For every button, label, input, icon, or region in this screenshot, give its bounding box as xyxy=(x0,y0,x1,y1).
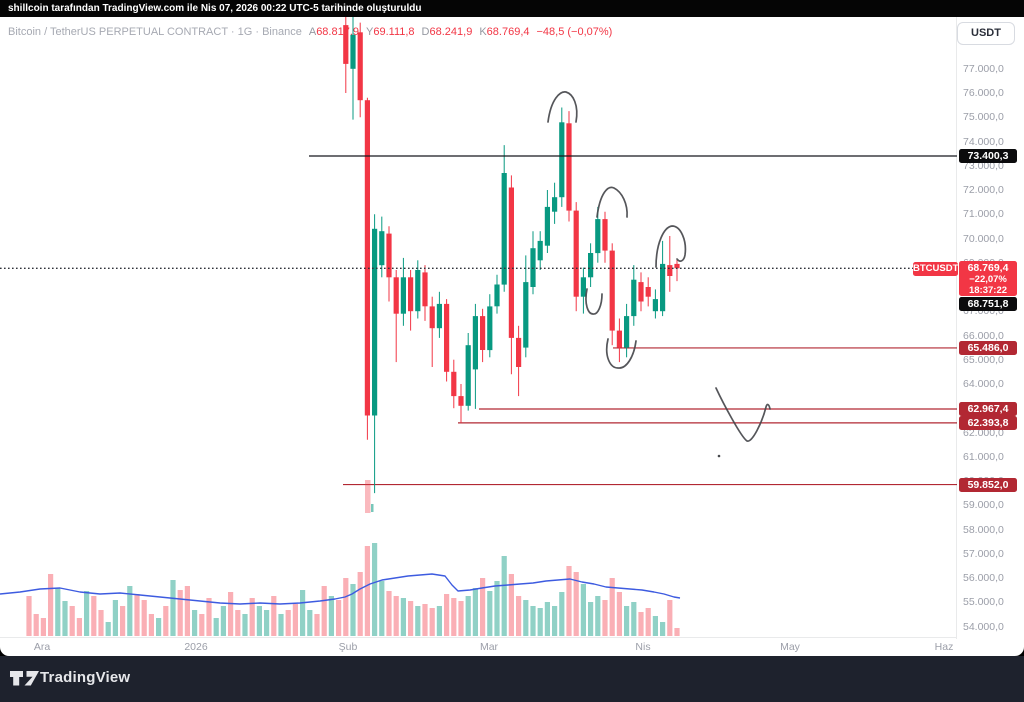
time-axis-label: Şub xyxy=(338,641,358,653)
price-axis-label: 58.000,0 xyxy=(963,523,1004,536)
symbol-title: Bitcoin / TetherUS PERPETUAL CONTRACT · … xyxy=(8,26,302,38)
arch-over-peak-1 xyxy=(547,91,578,123)
axis-separator-vertical xyxy=(956,17,957,639)
attribution-bar: shillcoin tarafından TradingView.com ile… xyxy=(0,0,1024,17)
price-axis-label: 76.000,0 xyxy=(963,87,1004,99)
price-tag: 73.400,3 xyxy=(959,149,1017,163)
price-axis-label: 66.000,0 xyxy=(963,329,1004,342)
price-axis-label: 59.000,0 xyxy=(963,499,1004,512)
attribution-text: shillcoin tarafından TradingView.com ile… xyxy=(8,3,422,14)
footer-bar: TradingView xyxy=(0,656,1024,702)
ohlc-pair: Y69.111,8 xyxy=(366,26,415,38)
currency-toggle-button[interactable]: USDT xyxy=(957,22,1015,45)
cup-large xyxy=(605,338,637,369)
price-tag: 68.751,8 xyxy=(959,297,1017,311)
tradingview-logo-icon[interactable] xyxy=(10,670,40,687)
last-price-tag: 68.769,4 −22,07% 18:37:22 xyxy=(959,260,1017,296)
price-axis-label: 64.000,0 xyxy=(963,378,1004,390)
change-value: −48,5 (−0,07%) xyxy=(536,26,613,38)
last-price-change: −22,07% xyxy=(969,273,1007,285)
time-axis-label: May xyxy=(780,641,800,653)
price-axis-label: 72.000,0 xyxy=(963,184,1004,196)
bar-countdown: 18:37:22 xyxy=(968,284,1008,296)
price-axis-label: 65.000,0 xyxy=(963,353,1004,366)
price-chart-canvas[interactable] xyxy=(0,17,1024,656)
chart-container[interactable]: Bitcoin / TetherUS PERPETUAL CONTRACT · … xyxy=(0,17,1024,656)
time-axis-label: 2026 xyxy=(184,641,208,653)
time-axis-label: Haz xyxy=(934,641,954,653)
price-axis-label: 71.000,0 xyxy=(963,208,1004,221)
cup-small xyxy=(585,288,603,315)
price-tag: 59.852,0 xyxy=(959,477,1017,492)
axis-separator-horizontal xyxy=(0,637,956,638)
price-tag: 65.486,0 xyxy=(959,340,1017,355)
v-check xyxy=(715,387,771,442)
ohlc-pair: D68.241,9 xyxy=(421,26,473,38)
symbol-header: Bitcoin / TetherUS PERPETUAL CONTRACT · … xyxy=(8,26,612,40)
price-axis-label: 55.000,0 xyxy=(963,596,1004,609)
tradingview-wordmark[interactable]: TradingView xyxy=(40,669,131,686)
price-axis-label: 70.000,0 xyxy=(963,232,1004,245)
ohlc-pair: K68.769,4 xyxy=(479,26,530,38)
time-axis-label: Mar xyxy=(479,641,499,653)
arch-over-peak-3 xyxy=(655,225,687,268)
time-axis-label: Nis xyxy=(635,641,651,653)
price-axis-label: 54.000,0 xyxy=(963,620,1004,633)
price-axis-label: 61.000,0 xyxy=(963,450,1004,463)
time-axis-label: Ara xyxy=(33,641,51,653)
price-tag: 62.967,4 xyxy=(959,402,1017,416)
price-axis-label: 74.000,0 xyxy=(963,135,1004,148)
ohlc-values: A68.817,9 Y69.111,8 D68.241,9 K68.769,4 xyxy=(302,26,530,38)
last-price-value: 68.769,4 xyxy=(967,261,1009,274)
price-axis-label: 57.000,0 xyxy=(963,547,1004,560)
arch-over-peak-2 xyxy=(596,186,628,218)
price-axis-label: 77.000,0 xyxy=(963,62,1004,75)
price-axis-label: 75.000,0 xyxy=(963,111,1004,124)
symbol-price-tag: BTCUSDT.P xyxy=(913,262,967,277)
price-tag: 62.393,8 xyxy=(959,415,1017,430)
stray-dot xyxy=(717,454,721,458)
price-axis-label: 56.000,0 xyxy=(963,572,1004,584)
